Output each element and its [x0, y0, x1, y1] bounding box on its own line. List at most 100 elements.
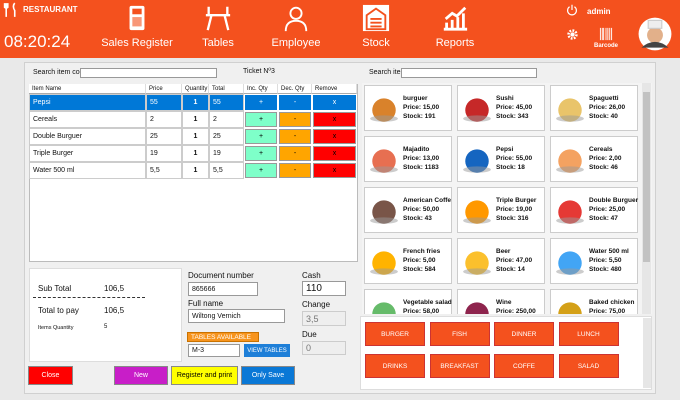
- product-price: Price: 55,00: [496, 155, 533, 162]
- product-stock: Stock: 584: [403, 266, 436, 273]
- action-button[interactable]: -: [279, 163, 311, 178]
- nav-item[interactable]: Employee: [271, 37, 321, 49]
- avatar-svg: [638, 17, 672, 51]
- cell[interactable]: 55: [209, 94, 244, 111]
- product-price: Price: 250,00: [496, 308, 536, 314]
- view-tables-button[interactable]: VIEW TABLES: [244, 344, 290, 357]
- product-stock: Stock: 47: [589, 215, 618, 222]
- category-button[interactable]: DINNER: [494, 322, 554, 346]
- total-label: Total to pay: [38, 306, 79, 315]
- cell[interactable]: 5,5: [146, 162, 182, 179]
- action-button[interactable]: +: [245, 146, 277, 161]
- action-button[interactable]: -: [279, 146, 311, 161]
- cell[interactable]: Pepsi: [29, 94, 146, 111]
- product-card[interactable]: Spaguetti Price: 26,00 Stock: 40: [550, 85, 638, 131]
- nav-item[interactable]: Sales Register: [101, 37, 173, 49]
- cell[interactable]: 2: [146, 111, 182, 128]
- action-button[interactable]: x: [313, 112, 356, 127]
- action-button[interactable]: x: [313, 129, 356, 144]
- cell[interactable]: Triple Burger: [29, 145, 146, 162]
- cell[interactable]: 19: [209, 145, 244, 162]
- cell[interactable]: 1: [182, 128, 209, 145]
- search-input[interactable]: [80, 68, 217, 78]
- cell[interactable]: 1: [182, 94, 209, 111]
- product-card[interactable]: American Coffe Price: 50,00 Stock: 43: [364, 187, 452, 233]
- summary-box: [29, 268, 182, 362]
- nav-item[interactable]: Stock: [362, 37, 390, 49]
- product-price: Price: 15,00: [403, 104, 440, 111]
- cash-input[interactable]: 110: [302, 281, 346, 296]
- action-button[interactable]: +: [245, 112, 277, 127]
- cell[interactable]: Cereals: [29, 111, 146, 128]
- cell[interactable]: 1: [182, 145, 209, 162]
- category-button[interactable]: DRINKS: [365, 354, 425, 378]
- product-name: Sushi: [496, 95, 514, 102]
- nav-item[interactable]: Tables: [202, 37, 234, 49]
- barcode-label[interactable]: Barcode: [593, 43, 618, 49]
- product-icon: [554, 246, 586, 278]
- document-select[interactable]: 865666: [188, 282, 258, 296]
- product-card[interactable]: Majadito Price: 13,00 Stock: 1183: [364, 136, 452, 182]
- action-button[interactable]: +: [245, 129, 277, 144]
- category-button[interactable]: FISH: [429, 322, 490, 346]
- nav-icon-svg: [284, 6, 308, 32]
- cell[interactable]: 55: [146, 94, 182, 111]
- cell[interactable]: 5,5: [209, 162, 244, 179]
- clock: 08:20:24: [4, 32, 71, 51]
- action-button[interactable]: x: [313, 146, 356, 161]
- product-card[interactable]: Triple Burger Price: 19,00 Stock: 316: [457, 187, 545, 233]
- action-button[interactable]: -: [279, 95, 311, 110]
- cell[interactable]: 25: [209, 128, 244, 145]
- brand: RESTAURANT: [23, 5, 78, 14]
- product-card[interactable]: Vegetable salad Price: 58,00: [364, 289, 452, 314]
- table-select[interactable]: M-3: [188, 344, 240, 357]
- action-1[interactable]: New: [114, 366, 168, 385]
- product-card[interactable]: Cereals Price: 2,00 Stock: 46: [550, 136, 638, 182]
- column-header: Inc. Qty: [244, 84, 278, 94]
- cell[interactable]: 25: [146, 128, 182, 145]
- nav-item[interactable]: Reports: [435, 37, 475, 49]
- product-icon: [368, 93, 400, 125]
- product-icon-svg: [463, 200, 491, 224]
- full-name-input[interactable]: Wiltong Vernich: [188, 309, 285, 323]
- product-grid: burguer Price: 15,00 Stock: 191 Sushi Price:…: [362, 83, 652, 314]
- action-button[interactable]: +: [245, 163, 277, 178]
- action-button[interactable]: -: [279, 112, 311, 127]
- product-card[interactable]: Water 500 ml Price: 5,50 Stock: 480: [550, 238, 638, 284]
- action-3[interactable]: Only Save: [241, 366, 295, 385]
- product-card[interactable]: Wine Price: 250,00: [457, 289, 545, 314]
- action-button[interactable]: +: [245, 95, 277, 110]
- action-0[interactable]: Close: [28, 366, 73, 385]
- action-button[interactable]: -: [279, 129, 311, 144]
- product-card[interactable]: Sushi Price: 45,00 Stock: 343: [457, 85, 545, 131]
- product-icon-svg: [370, 149, 398, 173]
- cell[interactable]: 1: [182, 162, 209, 179]
- product-icon-svg: [556, 98, 584, 122]
- cell[interactable]: Double Burguer: [29, 128, 146, 145]
- cell[interactable]: 19: [146, 145, 182, 162]
- settings-icon-svg: [567, 29, 578, 40]
- cell[interactable]: 2: [209, 111, 244, 128]
- category-button[interactable]: COFFE: [494, 354, 554, 378]
- category-button[interactable]: LUNCH: [558, 322, 619, 346]
- action-button[interactable]: x: [313, 163, 356, 178]
- category-button[interactable]: BREAKFAST: [429, 354, 490, 378]
- action-2[interactable]: Register and print: [171, 366, 238, 385]
- product-card[interactable]: French fries Price: 5,00 Stock: 584: [364, 238, 452, 284]
- product-icon-svg: [370, 98, 398, 122]
- action-button[interactable]: x: [313, 95, 356, 110]
- category-button[interactable]: BURGER: [365, 322, 425, 346]
- product-icon: [368, 144, 400, 176]
- product-card[interactable]: Beer Price: 47,00 Stock: 14: [457, 238, 545, 284]
- product-card[interactable]: burguer Price: 15,00 Stock: 191: [364, 85, 452, 131]
- catalog-search-input[interactable]: [401, 68, 537, 78]
- product-card[interactable]: Baked chicken Price: 75,00: [550, 289, 638, 314]
- column-header: Price: [146, 84, 182, 94]
- product-icon-svg: [463, 251, 491, 275]
- product-icon-svg: [556, 149, 584, 173]
- cell[interactable]: 1: [182, 111, 209, 128]
- product-card[interactable]: Pepsi Price: 55,00 Stock: 18: [457, 136, 545, 182]
- cell[interactable]: Water 500 ml: [29, 162, 146, 179]
- product-card[interactable]: Double Burguer Price: 25,00 Stock: 47: [550, 187, 638, 233]
- category-button[interactable]: SALAD: [558, 354, 619, 378]
